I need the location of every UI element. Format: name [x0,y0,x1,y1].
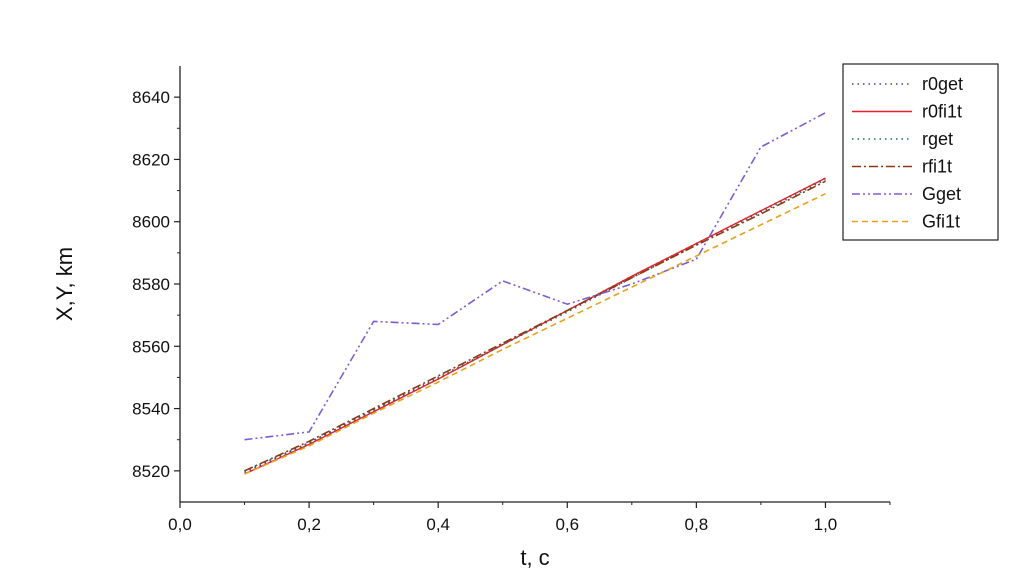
series-line-rget [244,178,826,472]
series-line-Gget [244,111,826,441]
x-tick-label: 0,8 [685,515,709,534]
y-tick-label: 8540 [132,400,170,419]
y-tick-label: 8560 [132,337,170,356]
legend: r0get r0fi1t rget rfi1t Gget Gfi1t [842,63,999,241]
x-ticks: 0,0 0,2 0,4 0,6 0,8 1,0 [168,502,891,534]
y-tick-label: 8520 [132,462,170,481]
legend-label-rget: rget [922,129,953,149]
series-layer [244,111,826,475]
x-tick-label: 0,6 [555,515,579,534]
legend-label-Gfi1t: Gfi1t [922,212,960,232]
y-ticks: 8520 8540 8560 8580 8600 8620 8640 [132,88,180,481]
y-tick-label: 8580 [132,275,170,294]
x-tick-label: 0,2 [297,515,321,534]
legend-label-rfi1t: rfi1t [922,157,952,177]
x-axis-title: t, c [520,545,549,570]
x-tick-label: 0,4 [426,515,450,534]
series-line-Gfi1t [244,192,826,475]
axes [179,66,890,503]
series-line-rfi1t [244,180,826,472]
legend-label-r0fi1t: r0fi1t [922,102,962,122]
y-tick-label: 8640 [132,88,170,107]
legend-label-Gget: Gget [922,184,961,204]
y-tick-label: 8620 [132,150,170,169]
y-tick-label: 8600 [132,213,170,232]
legend-box [842,63,999,241]
legend-label-r0get: r0get [922,74,963,94]
y-axis-title: X,Y, km [52,247,77,321]
x-tick-label: 1,0 [814,515,838,534]
x-tick-label: 0,0 [168,515,192,534]
